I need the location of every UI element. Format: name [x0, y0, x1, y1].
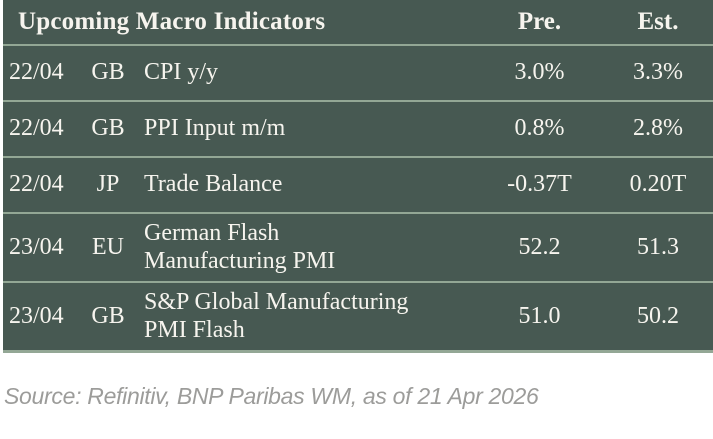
est-value-cell: 3.3% [633, 59, 683, 86]
table-row: 22/04 GB CPI y/y 3.0% 3.3% [3, 44, 713, 100]
indicator-cell: Trade Balance [144, 171, 283, 198]
country-cell: JP [96, 171, 120, 198]
table-row: 23/04 EU German Flash Manufacturing PMI … [3, 212, 713, 281]
pre-value-cell: -0.37T [507, 171, 572, 198]
pre-value-cell: 52.2 [518, 233, 561, 260]
pre-value-cell: 51.0 [518, 302, 561, 329]
macro-indicators-table: Upcoming Macro Indicators Pre. Est. 22/0… [3, 0, 713, 354]
table-row: 22/04 GB PPI Input m/m 0.8% 2.8% [3, 100, 713, 156]
date-cell: 23/04 [9, 302, 64, 329]
country-cell: GB [91, 302, 125, 329]
pre-value-cell: 0.8% [514, 115, 565, 142]
est-value-cell: 51.3 [637, 233, 679, 260]
country-cell: GB [91, 115, 125, 142]
est-value-cell: 2.8% [633, 115, 683, 142]
indicator-cell: German Flash Manufacturing PMI [144, 220, 336, 274]
column-header-est: Est. [637, 7, 679, 35]
source-note: Source: Refinitiv, BNP Paribas WM, as of… [4, 383, 539, 410]
table-row: 22/04 JP Trade Balance -0.37T 0.20T [3, 156, 713, 212]
table-row: 23/04 GB S&P Global Manufacturing PMI Fl… [3, 281, 713, 350]
table-title: Upcoming Macro Indicators [18, 7, 326, 35]
indicator-cell: CPI y/y [144, 59, 219, 86]
date-cell: 23/04 [9, 233, 64, 260]
indicator-cell: PPI Input m/m [144, 115, 286, 142]
indicator-cell: S&P Global Manufacturing PMI Flash [144, 289, 409, 343]
est-value-cell: 0.20T [629, 171, 687, 198]
column-header-pre: Pre. [517, 7, 562, 35]
date-cell: 22/04 [9, 115, 64, 142]
country-cell: GB [91, 59, 125, 86]
country-cell: EU [92, 233, 124, 260]
table-header-row: Upcoming Macro Indicators Pre. Est. [3, 0, 713, 44]
date-cell: 22/04 [9, 171, 64, 198]
date-cell: 22/04 [9, 59, 64, 86]
pre-value-cell: 3.0% [514, 59, 565, 86]
est-value-cell: 50.2 [637, 302, 679, 329]
